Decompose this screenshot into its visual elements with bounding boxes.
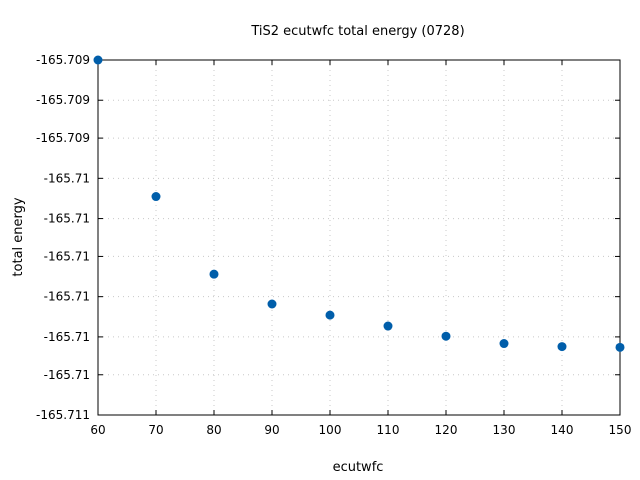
data-point <box>499 339 509 349</box>
data-points <box>93 55 625 352</box>
x-tick-label: 100 <box>319 423 342 437</box>
x-tick-label: 130 <box>493 423 516 437</box>
x-axis-label: ecutwfc <box>333 460 384 475</box>
y-tick-label: -165.711 <box>36 408 90 422</box>
x-tick-label: 80 <box>206 423 221 437</box>
x-tick-label: 90 <box>264 423 279 437</box>
y-tick-label: -165.709 <box>36 93 90 107</box>
x-tick-label: 110 <box>377 423 400 437</box>
data-point <box>441 331 451 341</box>
y-tick-label: -165.709 <box>36 131 90 145</box>
y-tick-label: -165.71 <box>44 249 90 263</box>
x-tick-label: 60 <box>90 423 105 437</box>
plot-frame <box>97 59 621 416</box>
y-tick-label: -165.71 <box>44 330 90 344</box>
y-axis-label: total energy <box>11 197 26 276</box>
x-tick-label: 150 <box>609 423 632 437</box>
data-point <box>383 321 393 331</box>
y-tick-label: -165.71 <box>44 171 90 185</box>
data-point <box>151 192 161 202</box>
x-tick-label: 140 <box>551 423 574 437</box>
x-tick-label: 70 <box>148 423 163 437</box>
data-point <box>557 342 567 352</box>
data-point <box>325 310 335 320</box>
data-point <box>209 269 219 279</box>
data-point <box>93 55 103 65</box>
y-tick-label: -165.71 <box>44 290 90 304</box>
grid-lines <box>98 60 620 415</box>
y-tick-label: -165.71 <box>44 212 90 226</box>
chart-title: TiS2 ecutwfc total energy (0728) <box>250 24 464 39</box>
y-tick-label: -165.709 <box>36 53 90 67</box>
axis-ticks: 60 70 80 90 100 110 120 130 140 150 -165.709 -165.7… <box>36 53 631 437</box>
y-tick-label: -165.71 <box>44 368 90 382</box>
data-point <box>267 299 277 309</box>
x-tick-label: 120 <box>435 423 458 437</box>
data-point <box>615 342 625 352</box>
